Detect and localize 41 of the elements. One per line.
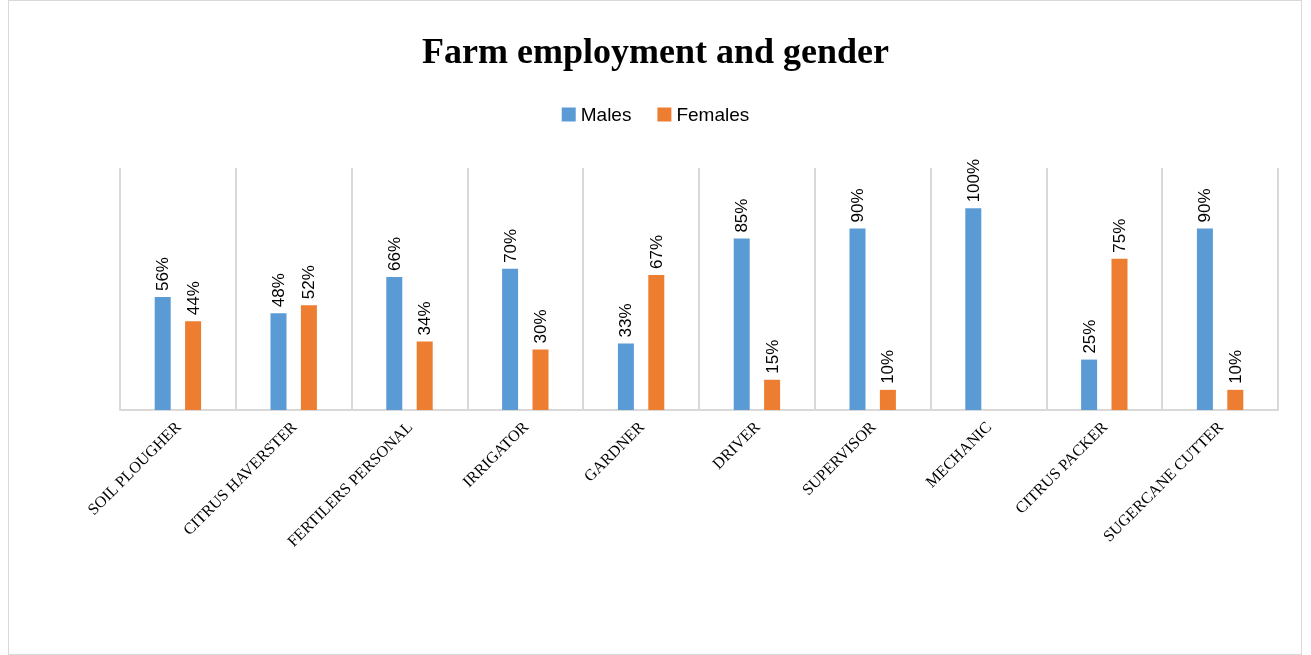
bar	[849, 228, 866, 410]
data-label: 85%	[732, 198, 752, 233]
bar	[764, 379, 781, 410]
data-label: 10%	[878, 349, 898, 384]
bar	[1081, 359, 1098, 410]
bar	[879, 389, 896, 410]
data-label: 66%	[384, 236, 404, 271]
bar	[154, 297, 171, 410]
data-label: 25%	[1079, 319, 1099, 354]
data-label: 70%	[500, 228, 520, 263]
bar	[532, 349, 549, 410]
bar	[648, 274, 665, 410]
data-label: 67%	[646, 234, 666, 269]
bar	[416, 341, 433, 410]
bar	[386, 276, 403, 410]
bar	[733, 238, 750, 410]
data-label: 44%	[183, 281, 203, 316]
data-label: 56%	[153, 257, 173, 292]
data-label: 90%	[1195, 188, 1215, 223]
data-label: 75%	[1110, 218, 1129, 253]
bar	[270, 313, 287, 410]
data-label: 48%	[269, 273, 288, 308]
chart-title: Farm employment and gender	[422, 31, 889, 71]
bar	[1227, 389, 1244, 410]
bar	[1111, 258, 1128, 410]
legend-label: Males	[580, 104, 632, 125]
data-label: 30%	[531, 309, 550, 344]
bar	[1196, 228, 1213, 410]
data-label: 10%	[1225, 349, 1245, 384]
legend-label: Females	[676, 104, 750, 125]
data-label: 34%	[415, 301, 435, 336]
bar	[965, 208, 982, 410]
bar	[185, 321, 202, 410]
bar	[617, 343, 634, 410]
data-label: 33%	[616, 303, 636, 338]
data-label: 90%	[848, 188, 867, 223]
data-label: 100%	[963, 158, 983, 203]
bar	[502, 268, 519, 410]
bar	[300, 305, 317, 410]
data-label: 15%	[762, 339, 782, 374]
data-label: 52%	[299, 265, 319, 300]
